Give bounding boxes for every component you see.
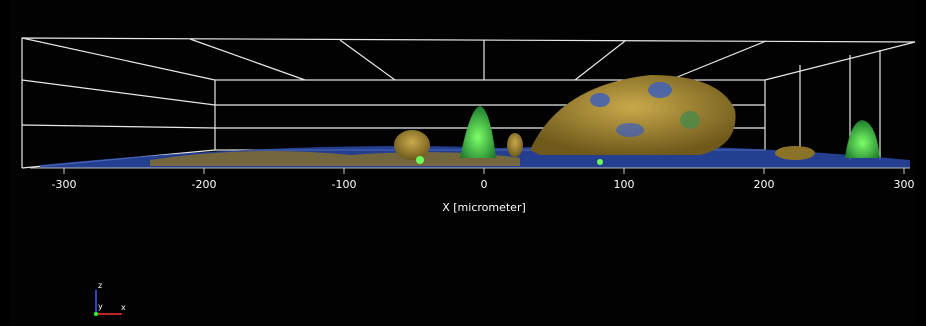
tick-label: 300 bbox=[894, 178, 915, 191]
viewer: -300-200-1000100200300 X [micrometer] z … bbox=[0, 0, 926, 326]
tick-label: 0 bbox=[481, 178, 488, 191]
tick-label: -300 bbox=[52, 178, 77, 191]
triad-z: z bbox=[98, 281, 102, 290]
tick-label: 100 bbox=[614, 178, 635, 191]
triad-x: x bbox=[121, 303, 126, 312]
tick-label: -200 bbox=[192, 178, 217, 191]
axis-label: X [micrometer] bbox=[442, 201, 526, 214]
tick-label: -100 bbox=[332, 178, 357, 191]
triad-y: y bbox=[98, 302, 103, 311]
tick-label: 200 bbox=[754, 178, 775, 191]
